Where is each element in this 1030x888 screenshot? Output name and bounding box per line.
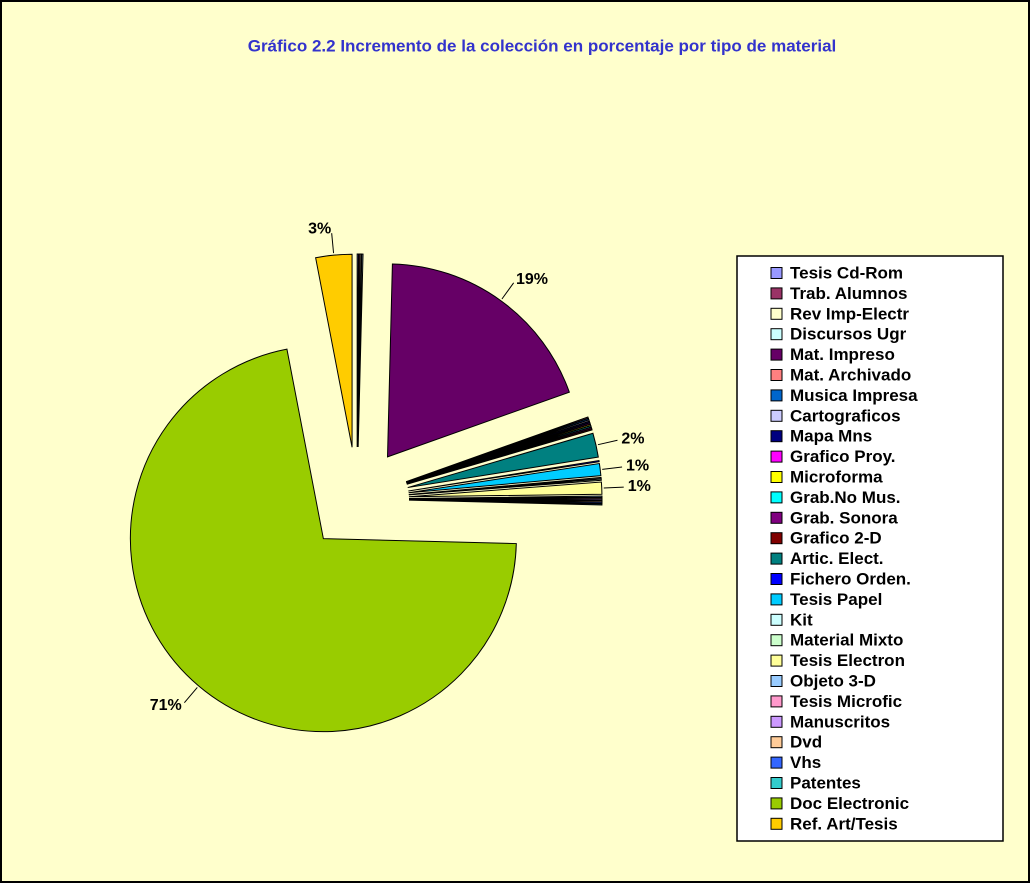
legend-swatch: [770, 328, 783, 341]
leader-line: [331, 233, 335, 254]
data-label: 1%: [626, 458, 649, 475]
legend-label: Musica Impresa: [790, 386, 918, 405]
data-label: 2%: [621, 431, 644, 448]
legend-swatch: [770, 307, 783, 320]
legend-swatch: [770, 756, 783, 769]
legend-label: Microforma: [790, 467, 883, 486]
legend-swatch: [770, 736, 783, 749]
legend-label: Grafico 2-D: [790, 529, 882, 548]
pie-slice: [406, 428, 593, 485]
pie-slice: [408, 478, 602, 496]
legend-label: Patentes: [790, 773, 861, 792]
pie-slice: [315, 253, 353, 448]
legend-label: Discursos Ugr: [790, 325, 907, 344]
legend-label: Kit: [790, 610, 813, 629]
legend-label: Manuscritos: [790, 712, 890, 731]
legend-swatch: [770, 369, 783, 381]
data-label: 19%: [516, 271, 548, 288]
legend-swatch: [770, 552, 783, 565]
leader-line: [602, 466, 623, 470]
legend-swatch: [770, 593, 783, 606]
legend-swatch: [770, 389, 783, 402]
legend-swatch: [770, 409, 783, 422]
legend-swatch: [770, 695, 783, 708]
legend-label: Tesis Papel: [790, 590, 882, 609]
legend-label: Trab. Alumnos: [790, 284, 907, 303]
legend-label: Mat. Impreso: [790, 345, 895, 364]
legend-swatch: [770, 267, 783, 279]
legend-label: Ref. Art/Tesis: [790, 814, 898, 833]
legend-label: Cartograficos: [790, 406, 901, 425]
legend-label: Mapa Mns: [790, 427, 872, 446]
legend-swatch: [770, 613, 783, 626]
legend-label: Fichero Orden.: [790, 569, 911, 588]
pie-slice: [357, 253, 364, 448]
leader-line: [603, 486, 624, 489]
legend-swatch: [770, 511, 783, 524]
legend-swatch: [770, 532, 783, 545]
legend-swatch: [770, 287, 783, 300]
legend-swatch: [770, 430, 783, 443]
data-label: 1%: [628, 478, 651, 495]
pie-slice: [408, 481, 603, 498]
legend-label: Vhs: [790, 753, 821, 772]
legend-label: Doc Electronic: [790, 794, 909, 813]
legend-label: Grab. Sonora: [790, 508, 898, 527]
leader-line: [183, 687, 198, 704]
legend-swatch: [770, 675, 783, 687]
pie-slice: [408, 459, 600, 492]
chart-title: Gráfico 2.2 Incremento de la colección e…: [248, 36, 837, 55]
legend-swatch: [770, 471, 783, 483]
pie-slice: [129, 348, 517, 733]
pie-slice: [408, 499, 603, 506]
leader-line: [597, 439, 618, 446]
legend-label: Dvd: [790, 733, 822, 752]
legend-swatch: [770, 450, 783, 463]
legend-label: Rev Imp-Electr: [790, 304, 909, 323]
pie-slice: [408, 462, 602, 494]
pie-slice: [407, 432, 599, 489]
leader-line: [501, 282, 515, 300]
legend-label: Tesis Microfic: [790, 692, 902, 711]
legend-swatch: [770, 491, 783, 504]
legend-label: Artic. Elect.: [790, 549, 884, 568]
legend-label: Tesis Electron: [790, 651, 905, 670]
legend-swatch: [770, 797, 783, 810]
legend-label: Objeto 3-D: [790, 671, 876, 690]
legend-swatch: [770, 715, 783, 728]
legend-label: Material Mixto: [790, 631, 903, 650]
legend-label: Tesis Cd-Rom: [790, 263, 903, 282]
legend-swatch: [770, 634, 783, 647]
legend-swatch: [770, 348, 783, 361]
legend-label: Grab.No Mus.: [790, 488, 901, 507]
legend-label: Mat. Archivado: [790, 365, 911, 384]
data-label: 71%: [150, 697, 182, 714]
legend-swatch: [770, 817, 783, 830]
data-label: 3%: [308, 220, 331, 237]
legend-label: Grafico Proy.: [790, 447, 896, 466]
legend-swatch: [770, 654, 783, 667]
legend-swatch: [770, 573, 783, 585]
pie-slice: [386, 263, 570, 458]
legend-swatch: [770, 777, 783, 789]
